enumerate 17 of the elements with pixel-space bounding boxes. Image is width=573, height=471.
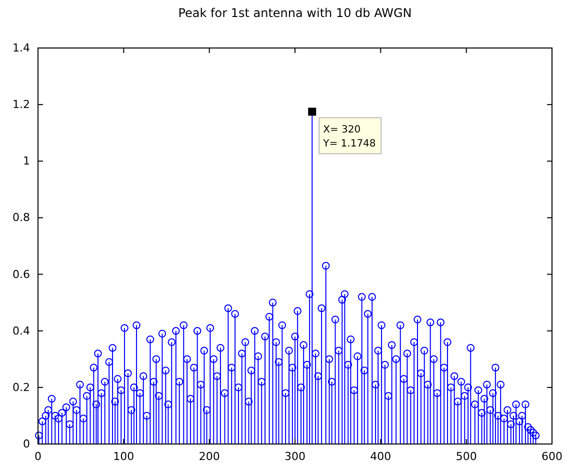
y-tick-label: 0.8	[12, 211, 30, 224]
x-tick-label: 100	[113, 450, 134, 463]
x-tick-label: 200	[198, 450, 220, 463]
x-tick-label: 600	[542, 450, 562, 463]
x-tick-label: 500	[456, 450, 477, 463]
y-tick-label: 1.4	[12, 42, 30, 55]
x-tick-label: 0	[34, 450, 42, 463]
y-tick-label: 1.2	[12, 98, 30, 112]
y-tick-label: 0.4	[12, 324, 30, 338]
x-tick-label: 400	[370, 450, 392, 463]
y-tick-label: 0.2	[12, 380, 30, 394]
y-tick-label: 1	[23, 154, 30, 168]
x-tick-label: 300	[284, 450, 306, 463]
y-tick-label: 0	[23, 438, 30, 451]
annotation: X= 320 Y= 1.1748	[322, 124, 376, 150]
chart-title: Peak for 1st antenna with 10 db AWGN	[178, 6, 412, 20]
y-tick-label: 0.6	[12, 268, 30, 281]
